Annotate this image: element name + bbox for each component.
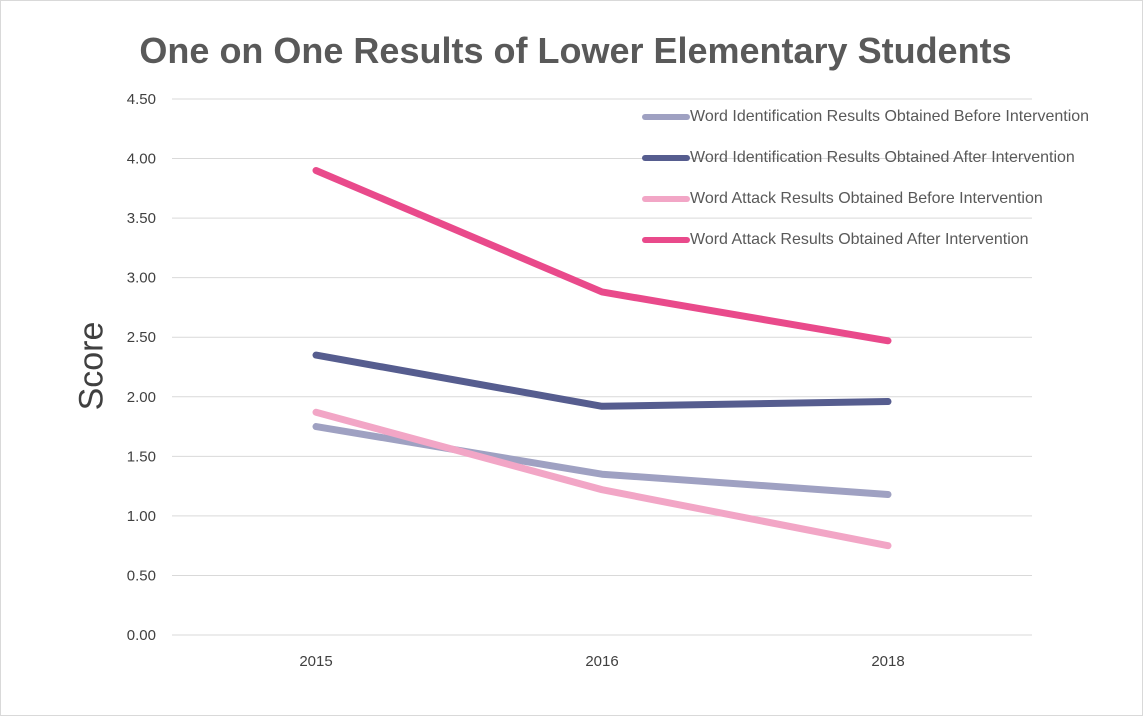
legend-label: Word Identification Results Obtained Aft… [690, 149, 1075, 166]
series-lines [312, 166, 892, 550]
legend-item-word-attack-after: Word Attack Results Obtained After Inter… [642, 229, 1090, 251]
legend-label: Word Identification Results Obtained Bef… [690, 108, 1090, 125]
y-tick-labels: 0.00 0.50 1.00 1.50 2.00 2.50 3.00 3.50 4.00 4.50 [127, 91, 156, 644]
chart-title: One on One Results of Lower Elementary S… [139, 30, 1012, 71]
y-tick-label: 3.00 [127, 270, 156, 287]
y-tick-label: 3.50 [127, 210, 156, 227]
x-tick-label: 2016 [585, 653, 618, 670]
gridlines [172, 98, 1032, 636]
y-tick-label: 2.50 [127, 329, 156, 346]
legend-swatch [642, 114, 690, 120]
series-line-2 [312, 408, 892, 550]
legend-item-word-id-before: Word Identification Results Obtained Bef… [642, 106, 1090, 128]
y-tick-label: 1.50 [127, 448, 156, 465]
x-tick-labels: 2015 2016 2018 [299, 653, 904, 670]
y-tick-label: 2.00 [127, 389, 156, 406]
x-tick-label: 2018 [871, 653, 904, 670]
y-tick-label: 0.00 [127, 627, 156, 644]
series-line-0 [312, 423, 892, 498]
legend-swatch [642, 196, 690, 202]
y-tick-label: 4.50 [127, 91, 156, 108]
legend-swatch [642, 155, 690, 161]
y-tick-label: 0.50 [127, 567, 156, 584]
legend-item-word-id-after: Word Identification Results Obtained Aft… [642, 147, 1090, 169]
legend-label: Word Attack Results Obtained Before Inte… [690, 190, 1043, 207]
legend-item-word-attack-before: Word Attack Results Obtained Before Inte… [642, 188, 1090, 210]
legend-swatch [642, 237, 690, 243]
y-tick-label: 1.00 [127, 508, 156, 525]
series-line-1 [312, 351, 892, 410]
x-tick-label: 2015 [299, 653, 332, 670]
legend-label: Word Attack Results Obtained After Inter… [690, 231, 1029, 248]
y-tick-label: 4.00 [127, 151, 156, 168]
series-line-3 [312, 166, 892, 345]
